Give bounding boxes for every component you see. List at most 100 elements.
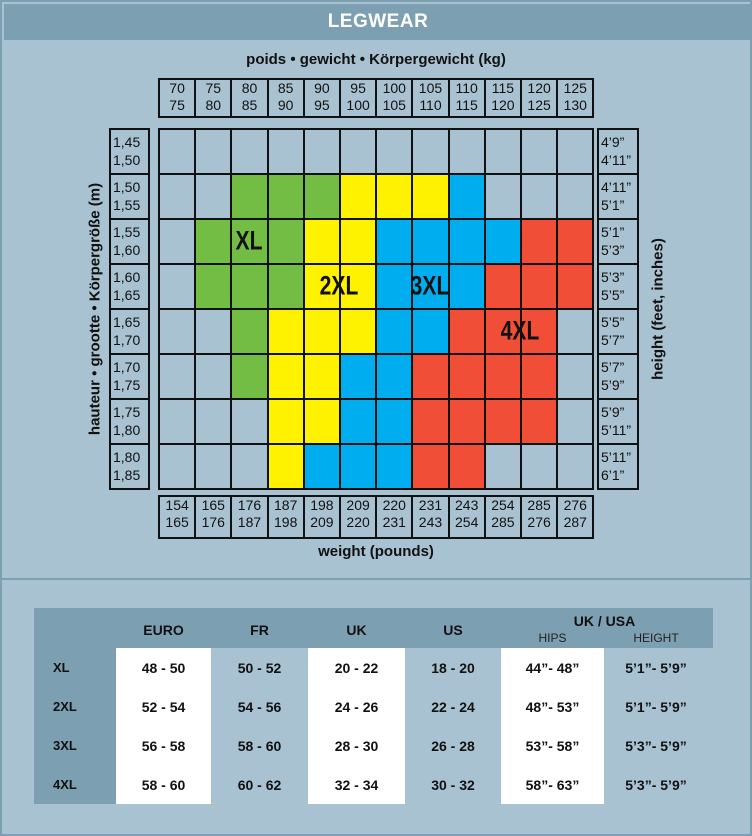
table-cell: 22 - 24 xyxy=(431,699,475,715)
grid-cell-2xl xyxy=(302,218,340,264)
kg-tick-label: 105 xyxy=(382,97,406,113)
pounds-divider xyxy=(483,495,486,539)
table-cell: 54 - 56 xyxy=(237,699,282,715)
kg-tick-label: 90 xyxy=(314,80,330,96)
table-row-label: XL xyxy=(53,660,70,675)
kg-divider xyxy=(520,78,522,118)
feet-tick-label: 6’1” xyxy=(601,467,625,483)
pounds-tick-label: 276 xyxy=(527,514,551,530)
table-column-background xyxy=(604,648,708,804)
grid-cell-3xl xyxy=(375,398,413,444)
x-axis-title-kg: poids • gewicht • Körpergewicht (kg) xyxy=(246,51,506,68)
grid-cell-4xl xyxy=(520,398,558,444)
grid-cell-2xl xyxy=(339,218,377,264)
meters-tick-label: 1,85 xyxy=(113,467,141,483)
meters-tick-label: 1,80 xyxy=(113,422,141,438)
kg-tick-label: 100 xyxy=(382,80,406,96)
kg-tick-label: 75 xyxy=(205,80,222,96)
table-cell: 30 - 32 xyxy=(431,777,475,793)
meters-divider xyxy=(109,443,150,445)
grid-cell-4xl xyxy=(556,218,594,264)
grid-cell-xl xyxy=(230,263,268,309)
grid-cell-2xl xyxy=(302,398,340,444)
kg-tick-label: 115 xyxy=(455,97,478,113)
table-header-fr: FR xyxy=(250,622,269,638)
feet-divider xyxy=(597,398,639,400)
meters-tick-label: 1,80 xyxy=(113,449,141,465)
size-label-3xl: 3XL xyxy=(410,270,449,300)
table-column-background xyxy=(116,648,211,804)
pounds-tick-label: 254 xyxy=(491,497,515,513)
grid-cell-2xl xyxy=(302,308,340,354)
feet-tick-label: 5’9” xyxy=(601,377,625,393)
table-cell: 18 - 20 xyxy=(431,660,475,676)
feet-tick-label: 5’9” xyxy=(601,404,625,420)
meters-tick-label: 1,75 xyxy=(113,377,141,393)
table-cell: 32 - 34 xyxy=(334,777,379,793)
kg-tick-label: 70 xyxy=(169,80,185,96)
grid-cell-3xl xyxy=(447,173,485,219)
grid-cell-3xl xyxy=(483,218,521,264)
kg-tick-label: 115 xyxy=(491,80,515,96)
grid-cell-3xl xyxy=(375,308,413,354)
table-header-us: US xyxy=(443,622,463,638)
grid-cell-4xl xyxy=(483,263,521,309)
grid-cell-xl xyxy=(302,173,340,219)
pounds-tick-label: 220 xyxy=(382,497,406,513)
table-cell: 5’1”- 5’9” xyxy=(625,699,687,715)
grid-cell-3xl xyxy=(375,443,413,489)
kg-divider xyxy=(447,78,450,118)
table-cell: 5’1”- 5’9” xyxy=(625,660,687,676)
pounds-divider xyxy=(375,495,378,539)
table-subheader-hips: HIPS xyxy=(538,631,567,645)
table-size-column xyxy=(34,648,116,804)
table-cell: 44”- 48” xyxy=(525,660,580,676)
meters-tick-label: 1,55 xyxy=(113,224,141,240)
feet-divider xyxy=(597,443,639,445)
table-cell: 5’3”- 5’9” xyxy=(625,777,687,793)
grid-cell-3xl xyxy=(375,263,413,309)
table-cell: 5’3”- 5’9” xyxy=(625,738,687,754)
meters-divider xyxy=(109,173,150,175)
grid-cell-4xl xyxy=(447,353,485,399)
kg-tick-label: 120 xyxy=(527,80,551,96)
table-cell: 58 - 60 xyxy=(141,777,186,793)
pounds-tick-label: 243 xyxy=(418,514,443,530)
grid-cell-3xl xyxy=(339,398,377,444)
table-header-euro: EURO xyxy=(143,622,184,638)
grid-cell-4xl xyxy=(556,263,594,309)
table-cell: 53”- 58” xyxy=(525,738,580,754)
grid-cell-2xl xyxy=(411,173,449,219)
table-column-background xyxy=(405,648,501,804)
grid-cell-4xl xyxy=(411,443,449,489)
feet-tick-label: 5’1” xyxy=(601,224,625,240)
grid-cell-xl xyxy=(194,218,232,264)
feet-divider xyxy=(597,353,639,355)
meters-divider xyxy=(109,218,150,220)
meters-tick-label: 1,70 xyxy=(113,359,141,375)
pounds-tick-label: 276 xyxy=(563,497,587,513)
meters-tick-label: 1,75 xyxy=(113,404,141,420)
pounds-tick-label: 187 xyxy=(274,497,298,513)
kg-tick-label: 85 xyxy=(241,97,258,113)
grid-line-horizontal xyxy=(158,443,595,445)
kg-tick-label: 80 xyxy=(205,97,222,113)
meters-tick-label: 1,70 xyxy=(113,332,141,348)
table-cell: 50 - 52 xyxy=(237,660,282,676)
grid-cell-4xl xyxy=(520,218,558,264)
kg-tick-label: 110 xyxy=(419,97,442,113)
meters-divider xyxy=(109,353,150,355)
meters-tick-label: 1,45 xyxy=(113,134,141,150)
grid-cell-2xl xyxy=(266,398,304,444)
grid-cell-4xl xyxy=(520,263,558,309)
table-cell: 20 - 22 xyxy=(334,660,379,676)
pounds-divider xyxy=(556,495,559,539)
pounds-divider xyxy=(266,495,269,539)
feet-divider xyxy=(597,173,639,175)
grid-line-horizontal xyxy=(158,488,595,490)
feet-tick-label: 4’11” xyxy=(601,179,632,195)
kg-tick-label: 110 xyxy=(455,80,478,96)
kg-tick-label: 90 xyxy=(277,97,294,113)
size-label-4xl: 4XL xyxy=(500,315,540,345)
grid-line-horizontal xyxy=(158,398,595,400)
